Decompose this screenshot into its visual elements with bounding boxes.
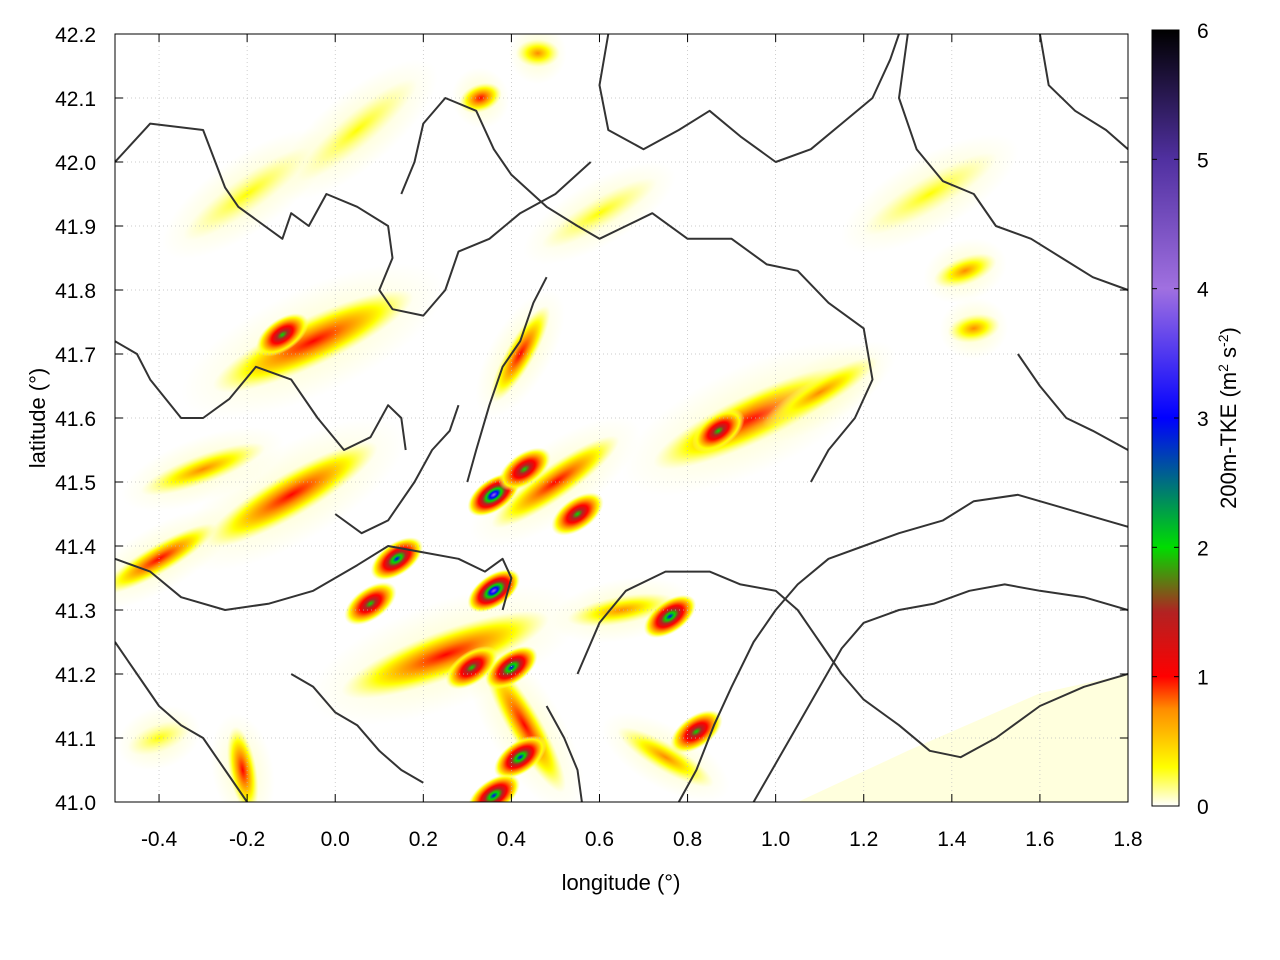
tke-streak	[541, 177, 658, 249]
y-tick-label: 41.8	[55, 280, 96, 303]
y-tick-label: 41.3	[55, 600, 96, 623]
y-tick-label: 41.7	[55, 344, 96, 367]
y-axis-label: latitude (°)	[25, 368, 50, 469]
tke-hotspot	[670, 709, 723, 754]
terrain-contour	[545, 705, 583, 802]
x-tick-label: 0.6	[585, 828, 614, 851]
tke-hotspot	[498, 447, 551, 491]
tke-streak	[515, 39, 560, 68]
x-tick-label: 1.4	[937, 828, 967, 851]
colorbar-tick-label: 6	[1197, 20, 1209, 43]
x-tick-label: -0.2	[229, 828, 265, 851]
terrain-contour	[115, 545, 513, 611]
terrain-contour	[400, 97, 874, 483]
x-axis-ticks: -0.4 -0.2 0.0 0.2 0.4 0.6 0.8 1.0 1.2 1.4 1.6 1.8	[141, 34, 1143, 851]
colorbar-tick-label: 0	[1197, 796, 1209, 819]
x-tick-label: 1.6	[1025, 828, 1054, 851]
y-tick-label: 41.6	[55, 408, 96, 431]
terrain-contour	[115, 122, 592, 317]
y-axis-ticks: 41.0 41.1 41.2 41.3 41.4 41.5 41.6 41.7 41.8 41.9…	[55, 24, 1128, 815]
colorbar-label: 200m-TKE (m2 s-2)	[1215, 327, 1241, 509]
colorbar-ticks: 0 1 2 3 4 5 6	[1152, 20, 1209, 819]
tke-hotspot	[551, 492, 604, 536]
tke-streak	[490, 305, 551, 403]
tke-hotspot	[467, 569, 521, 613]
tke-streak	[483, 657, 566, 793]
x-axis-label: longitude (°)	[562, 870, 681, 895]
x-tick-label: 0.4	[497, 828, 527, 851]
x-tick-label: 1.2	[849, 828, 878, 851]
y-tick-label: 41.2	[55, 664, 96, 687]
terrain-contours	[115, 34, 1128, 802]
y-tick-label: 42.0	[55, 152, 96, 175]
y-tick-label: 41.1	[55, 728, 96, 751]
x-tick-label: 0.2	[409, 828, 438, 851]
terrain-contour	[334, 404, 460, 535]
tke-hotspot	[445, 645, 498, 690]
tke-low-region	[797, 674, 1128, 802]
tke-hotspot	[370, 537, 424, 581]
terrain-contour	[466, 276, 548, 483]
y-tick-label: 41.4	[55, 536, 96, 559]
tke-streak	[140, 442, 266, 496]
tke-hotspot	[643, 594, 697, 639]
y-tick-label: 42.1	[55, 88, 96, 111]
x-tick-label: -0.4	[141, 828, 178, 851]
grid-lines	[115, 34, 1128, 802]
terrain-contour	[898, 34, 1128, 291]
tke-streak	[762, 357, 878, 428]
tke-streak	[212, 289, 414, 393]
terrain-contour	[752, 583, 1128, 802]
tke-streak	[617, 727, 714, 788]
colorbar-tick-label: 3	[1197, 408, 1209, 431]
tke-hotspot	[256, 313, 309, 357]
x-tick-label: 1.8	[1113, 828, 1142, 851]
terrain-contour	[677, 493, 1128, 802]
terrain-contour	[598, 34, 900, 163]
tke-hotspot	[467, 773, 521, 802]
terrain-contour	[1038, 34, 1128, 150]
plot-area	[115, 34, 1128, 802]
tke-streak	[226, 726, 259, 802]
terrain-contour	[115, 641, 248, 802]
tke-streak	[947, 313, 1000, 343]
terrain-contour	[1017, 353, 1128, 451]
terrain-contour	[576, 570, 1128, 759]
colorbar-tick-label: 1	[1197, 667, 1209, 690]
y-tick-label: 42.2	[55, 24, 96, 47]
tke-streak	[933, 253, 997, 289]
tke-hotspot	[493, 735, 547, 779]
tke-hotspot	[485, 645, 538, 690]
colorbar-tick-label: 2	[1197, 537, 1209, 560]
tke-streak	[341, 610, 550, 699]
y-tick-label: 41.0	[55, 792, 96, 815]
terrain-contour	[290, 673, 424, 784]
y-tick-label: 41.9	[55, 216, 96, 239]
terrain-contour	[115, 340, 407, 451]
tke-field	[115, 34, 1128, 802]
colorbar-tick-label: 4	[1197, 279, 1209, 302]
y-tick-label: 41.5	[55, 472, 96, 495]
tke-hotspot	[344, 581, 397, 626]
tke-streak	[567, 593, 676, 627]
tke-hotspot	[692, 409, 745, 453]
x-tick-label: 0.0	[321, 828, 350, 851]
tke-streak	[862, 152, 998, 236]
x-tick-label: 0.8	[673, 828, 702, 851]
x-tick-label: 1.0	[761, 828, 790, 851]
colorbar: 0 1 2 3 4 5 6 200m-TKE (m2 s-2)	[1151, 20, 1241, 819]
colorbar-tick-label: 5	[1197, 149, 1209, 172]
tke-streak	[204, 441, 378, 548]
tke-streak	[459, 82, 502, 114]
tke-streak	[297, 78, 418, 182]
